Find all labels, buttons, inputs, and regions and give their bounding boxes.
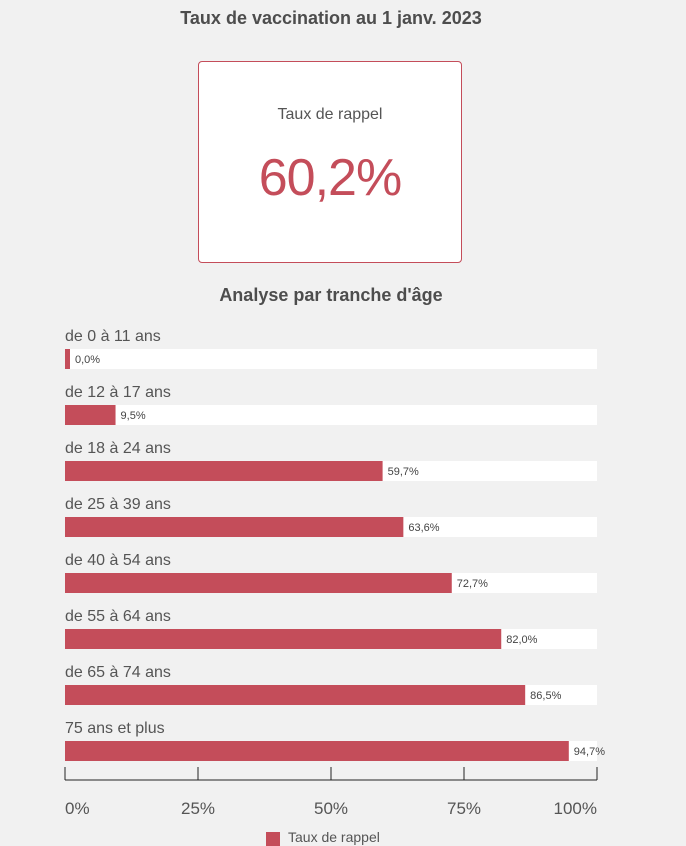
bar-value-label: 0,0% [75,354,100,366]
category-label: de 18 à 24 ans [65,440,171,457]
x-tick-label: 50% [314,799,348,818]
bar [65,349,70,369]
kpi-label: Taux de rappel [277,106,383,123]
bar-value-label: 59,7% [388,466,419,478]
category-label: de 40 à 54 ans [65,552,171,569]
bar-track [65,405,597,425]
bar-value-label: 94,7% [574,746,605,758]
x-tick-label: 25% [181,799,215,818]
bar [65,405,116,425]
category-label: de 12 à 17 ans [65,384,171,401]
booster-rate-card: Taux de rappel 60,2% [198,61,462,263]
x-tick-label: 75% [447,799,481,818]
bar-value-label: 86,5% [530,690,561,702]
bar [65,573,452,593]
x-tick-label: 0% [65,799,90,818]
bar [65,741,569,761]
age-group-bar-chart: de 0 à 11 ans 0,0% de 12 à 17 ans 9,5% de 18… [64,328,605,818]
bar [65,685,526,705]
legend-label: Taux de rappel [288,829,380,845]
chart-title: Taux de vaccination au 1 janv. 2023 [180,8,482,28]
bar-value-label: 72,7% [457,578,488,590]
bar-value-label: 63,6% [408,522,439,534]
bar [65,517,404,537]
bar-value-label: 9,5% [121,410,146,422]
category-label: de 65 à 74 ans [65,664,171,681]
category-label: 75 ans et plus [65,720,165,737]
category-label: de 0 à 11 ans [65,328,161,345]
x-tick-label: 100% [554,799,597,818]
bar-track [65,349,597,369]
category-label: de 25 à 39 ans [65,496,171,513]
legend-swatch [266,832,280,846]
bar-value-label: 82,0% [506,634,537,646]
kpi-value: 60,2% [258,149,402,207]
category-label: de 55 à 64 ans [65,608,171,625]
bar [65,629,502,649]
section-title: Analyse par tranche d'âge [219,285,443,305]
bar [65,461,383,481]
